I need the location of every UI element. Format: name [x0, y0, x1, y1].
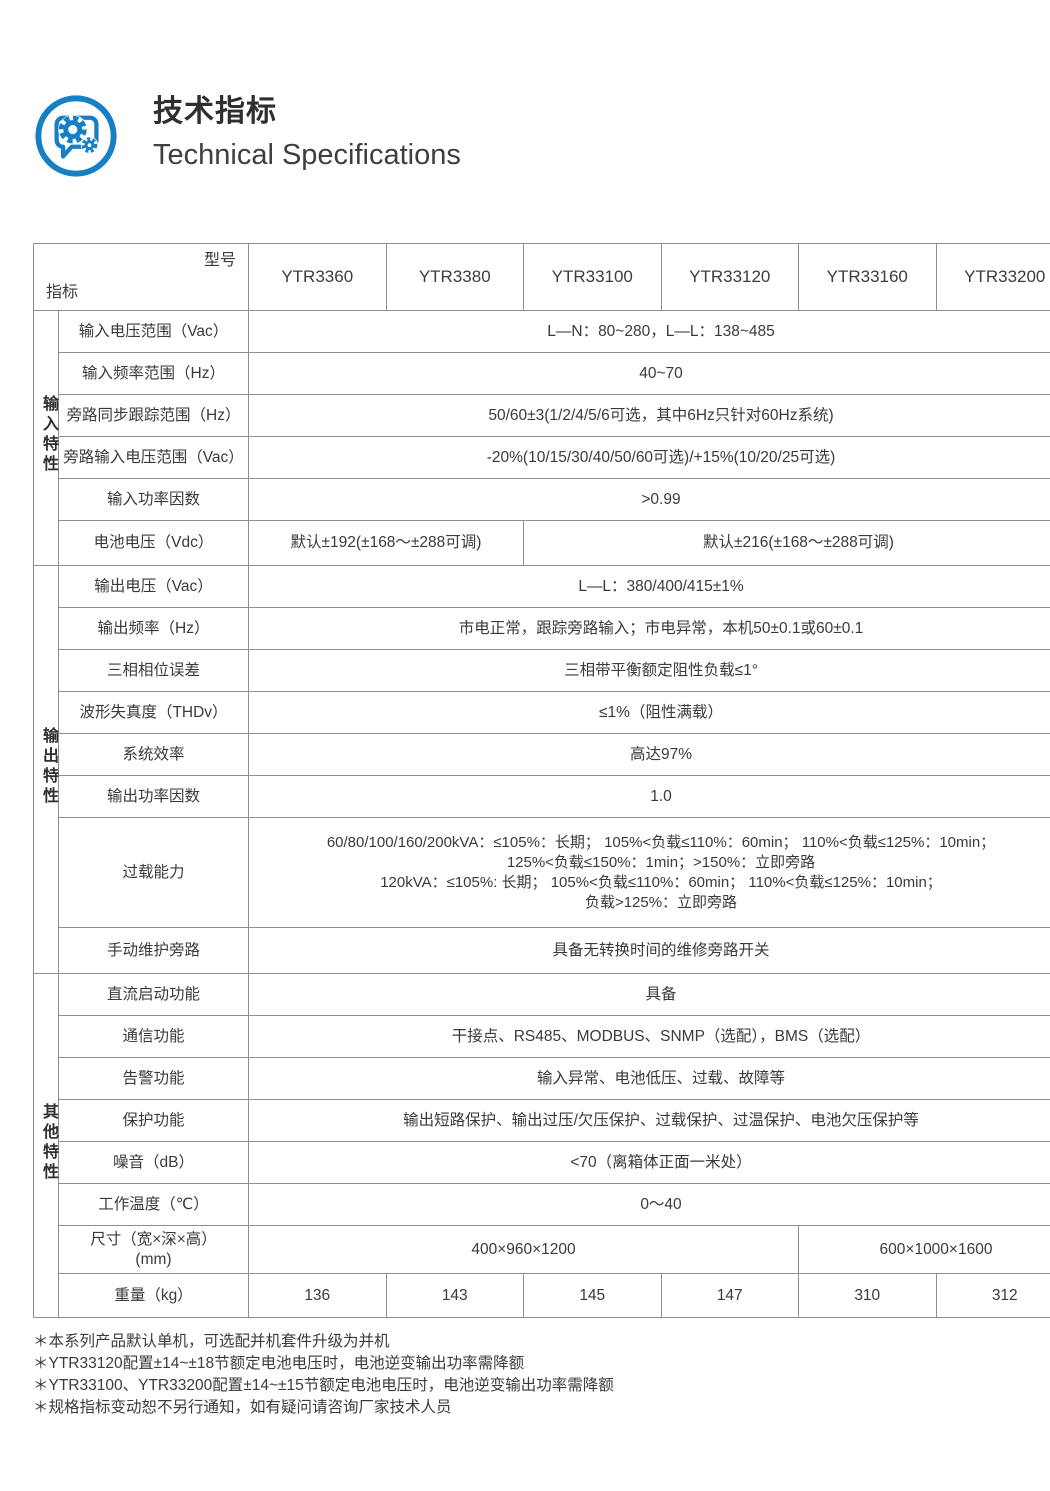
- spec-value-cell: 三相带平衡额定阻性负载≤1°: [248, 649, 1050, 692]
- spec-value-cell: 60/80/100/160/200kVA：≤105%：长期； 105%<负载≤1…: [248, 817, 1050, 928]
- footnote: ＊YTR33100、YTR33200配置±14~±15节额定电池电压时，电池逆变…: [33, 1377, 614, 1394]
- model-header: YTR33200: [935, 243, 1050, 311]
- spec-table: 型号 指标 YTR3360 YTR3380 YTR33100 YTR33120 …: [33, 243, 1050, 1318]
- table-row: 工作温度（℃） 0～40: [34, 1183, 1050, 1226]
- spec-value-cell: 50/60±3(1/2/4/5/6可选，其中6Hz只针对60Hz系统): [248, 394, 1050, 437]
- page-header: 技术指标 Technical Specifications: [33, 93, 461, 179]
- spec-value-cell: <70（离箱体正面一米处）: [248, 1141, 1050, 1184]
- footnote: ＊规格指标变动恕不另行通知，如有疑问请咨询厂家技术人员: [33, 1399, 452, 1416]
- table-row: 输入特性 输入电压范围（Vac） L—N：80~280，L—L：138~485: [33, 310, 1050, 566]
- spec-value-cell: 40~70: [248, 352, 1050, 395]
- spec-value-cell: 1.0: [248, 775, 1050, 818]
- table-row: 旁路输入电压范围（Vac） -20%(10/15/30/40/50/60可选)/…: [34, 436, 1050, 479]
- spec-value-cell: 具备无转换时间的维修旁路开关: [248, 927, 1050, 974]
- spec-value-cell: 默认±216(±168～±288可调): [523, 520, 1050, 566]
- table-row: 输出频率（Hz） 市电正常，跟踪旁路输入；市电异常，本机50±0.1或60±0.…: [34, 607, 1050, 650]
- spec-label-cell: 输入频率范围（Hz）: [58, 352, 249, 395]
- spec-label-cell: 工作温度（℃）: [58, 1183, 249, 1226]
- footnotes: ＊本系列产品默认单机，可选配并机套件升级为并机 ＊YTR33120配置±14~±…: [33, 1331, 1023, 1419]
- spec-value-cell: 400×960×1200: [248, 1225, 799, 1274]
- diagonal-corner-cell: 型号 指标: [33, 243, 249, 311]
- spec-label-cell: 噪音（dB）: [58, 1141, 249, 1184]
- spec-value-cell: 143: [385, 1273, 524, 1318]
- section-label-other: 其他特性: [33, 973, 59, 1318]
- page-subtitle: Technical Specifications: [153, 139, 461, 171]
- spec-label-cell: 输出电压（Vac）: [58, 565, 249, 608]
- spec-value-cell: -20%(10/15/30/40/50/60可选)/+15%(10/20/25可…: [248, 436, 1050, 479]
- spec-value-cell: 147: [660, 1273, 799, 1318]
- table-row: 系统效率 高达97%: [34, 733, 1050, 776]
- table-header-row: 型号 指标 YTR3360 YTR3380 YTR33100 YTR33120 …: [33, 243, 1050, 311]
- spec-value-cell: 输入异常、电池低压、过载、故障等: [248, 1057, 1050, 1100]
- spec-label-cell: 手动维护旁路: [58, 927, 249, 974]
- table-row: 输入功率因数 >0.99: [34, 478, 1050, 521]
- spec-label-cell: 旁路输入电压范围（Vac）: [58, 436, 249, 479]
- table-row: 尺寸（宽×深×高） (mm) 400×960×1200 600×1000×160…: [34, 1225, 1050, 1274]
- spec-label-cell: 重量（kg）: [58, 1273, 249, 1318]
- footnote: ＊本系列产品默认单机，可选配并机套件升级为并机: [33, 1333, 390, 1350]
- spec-value-cell: 136: [248, 1273, 387, 1318]
- spec-value-cell: 默认±192(±168～±288可调): [248, 520, 524, 566]
- table-row: 告警功能 输入异常、电池低压、过载、故障等: [34, 1057, 1050, 1100]
- model-header: YTR33120: [660, 243, 799, 311]
- spec-value-cell: 145: [523, 1273, 662, 1318]
- spec-value-cell: ≤1%（阻性满载）: [248, 691, 1050, 734]
- table-row: 保护功能 输出短路保护、输出过压/欠压保护、过载保护、过温保护、电池欠压保护等: [34, 1099, 1050, 1142]
- spec-value-cell: 干接点、RS485、MODBUS、SNMP（选配），BMS（选配）: [248, 1015, 1050, 1058]
- spec-value-cell: 0～40: [248, 1183, 1050, 1226]
- spec-label-cell: 波形失真度（THDv）: [58, 691, 249, 734]
- model-header: YTR33100: [523, 243, 662, 311]
- section-label-input: 输入特性: [33, 310, 59, 566]
- spec-value-cell: 输出短路保护、输出过压/欠压保护、过载保护、过温保护、电池欠压保护等: [248, 1099, 1050, 1142]
- spec-value-cell: L—L：380/400/415±1%: [248, 565, 1050, 608]
- table-row: 重量（kg） 136 143 145 147 310 312: [34, 1273, 1050, 1318]
- spec-value-cell: 310: [798, 1273, 937, 1318]
- table-row: 输出特性 输出电压（Vac） L—L：380/400/415±1%: [33, 565, 1050, 974]
- spec-label-cell: 保护功能: [58, 1099, 249, 1142]
- model-header: YTR3360: [248, 243, 387, 311]
- spec-value-cell: >0.99: [248, 478, 1050, 521]
- spec-value-cell: 具备: [248, 973, 1050, 1016]
- spec-label-cell: 告警功能: [58, 1057, 249, 1100]
- spec-label-cell: 尺寸（宽×深×高） (mm): [58, 1225, 249, 1274]
- gears-chat-icon: [35, 95, 117, 177]
- corner-indicator-label: 指标: [46, 284, 79, 301]
- page-title: 技术指标: [153, 95, 277, 128]
- table-row: 通信功能 干接点、RS485、MODBUS、SNMP（选配），BMS（选配）: [34, 1015, 1050, 1058]
- spec-value-cell: 600×1000×1600: [798, 1225, 1050, 1274]
- section-label-output: 输出特性: [33, 565, 59, 974]
- spec-label-cell: 三相相位误差: [58, 649, 249, 692]
- spec-label-cell: 过载能力: [58, 817, 249, 928]
- spec-label-cell: 通信功能: [58, 1015, 249, 1058]
- table-row: 三相相位误差 三相带平衡额定阻性负载≤1°: [34, 649, 1050, 692]
- table-row: 波形失真度（THDv） ≤1%（阻性满载）: [34, 691, 1050, 734]
- table-row: 噪音（dB） <70（离箱体正面一米处）: [34, 1141, 1050, 1184]
- spec-label-cell: 直流启动功能: [58, 973, 249, 1016]
- table-row: 过载能力 60/80/100/160/200kVA：≤105%：长期； 105%…: [34, 817, 1050, 928]
- spec-label-cell: 电池电压（Vdc）: [58, 520, 249, 566]
- spec-value-cell: 312: [935, 1273, 1050, 1318]
- table-row: 电池电压（Vdc） 默认±192(±168～±288可调) 默认±216(±16…: [34, 520, 1050, 566]
- spec-label-cell: 输出频率（Hz）: [58, 607, 249, 650]
- table-row: 输入频率范围（Hz） 40~70: [34, 352, 1050, 395]
- model-header: YTR3380: [385, 243, 524, 311]
- spec-label-cell: 输出功率因数: [58, 775, 249, 818]
- spec-label-cell: 输入功率因数: [58, 478, 249, 521]
- corner-model-label: 型号: [203, 252, 236, 269]
- spec-label-cell: 旁路同步跟踪范围（Hz）: [58, 394, 249, 437]
- header-text-block: 技术指标 Technical Specifications: [153, 93, 461, 175]
- spec-value-cell: L—N：80~280，L—L：138~485: [248, 310, 1050, 353]
- spec-value-cell: 市电正常，跟踪旁路输入；市电异常，本机50±0.1或60±0.1: [248, 607, 1050, 650]
- spec-label-cell: 系统效率: [58, 733, 249, 776]
- spec-table-wrapper: 型号 指标 YTR3360 YTR3380 YTR33100 YTR33120 …: [33, 243, 1050, 1318]
- spec-label-cell: 输入电压范围（Vac）: [58, 310, 249, 353]
- footnote: ＊YTR33120配置±14~±18节额定电池电压时，电池逆变输出功率需降额: [33, 1355, 525, 1372]
- table-row: 旁路同步跟踪范围（Hz） 50/60±3(1/2/4/5/6可选，其中6Hz只针…: [34, 394, 1050, 437]
- model-header: YTR33160: [798, 243, 937, 311]
- table-row: 手动维护旁路 具备无转换时间的维修旁路开关: [34, 927, 1050, 974]
- table-row: 输出功率因数 1.0: [34, 775, 1050, 818]
- table-row: 其他特性 直流启动功能 具备: [33, 973, 1050, 1318]
- spec-value-cell: 高达97%: [248, 733, 1050, 776]
